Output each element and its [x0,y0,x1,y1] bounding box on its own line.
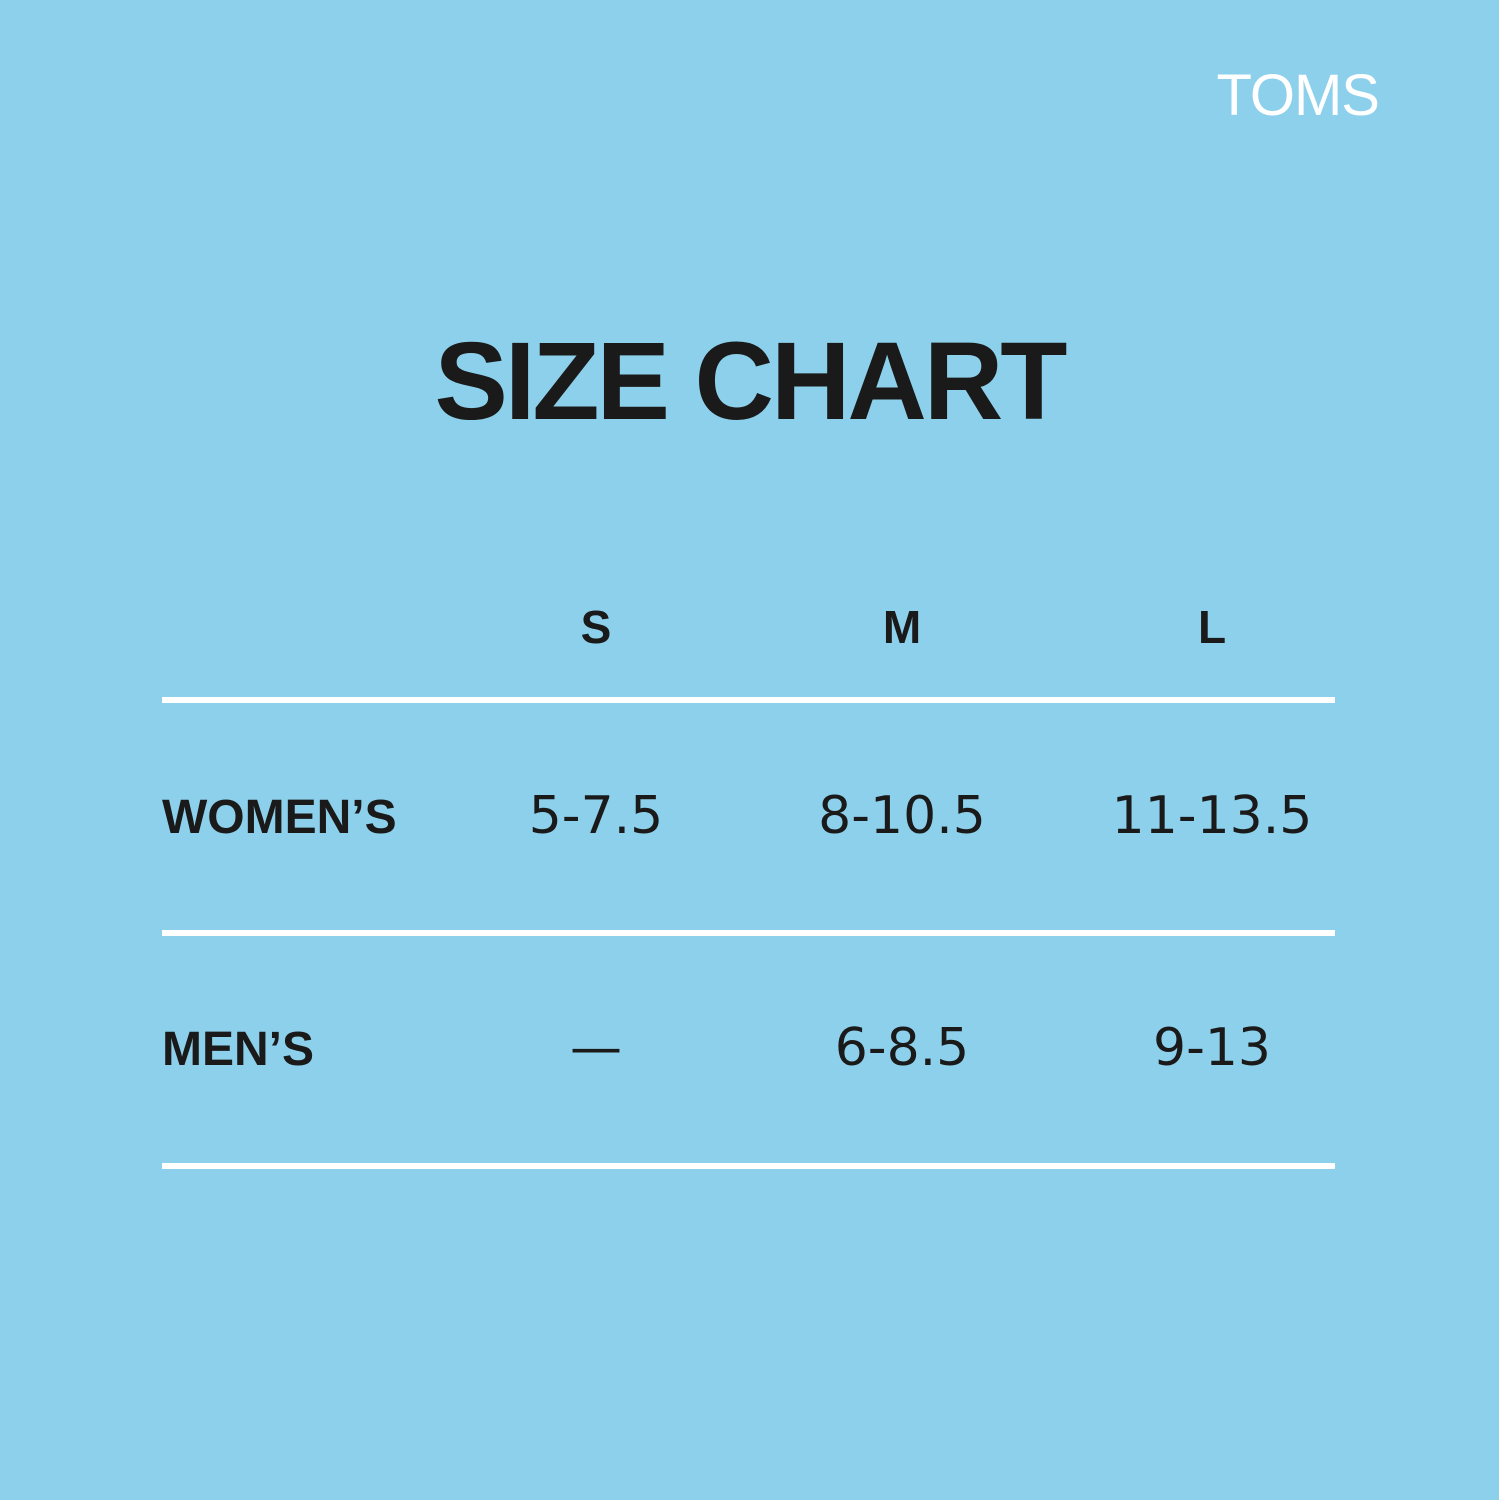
brand: TOMS [1216,63,1380,128]
cell: 9-13 [1152,1018,1271,1078]
column-header: L [1197,601,1227,653]
row-label: MEN’S [162,1023,315,1076]
cell: 8-10.5 [818,786,986,846]
column-header: M [882,601,922,653]
cell: 5-7.5 [528,786,664,846]
cell: — [570,1018,622,1078]
cell: 11-13.5 [1111,786,1313,846]
row-label: WOMEN’S [162,791,397,844]
divider [162,697,1335,703]
divider [162,1163,1335,1169]
title: SIZE CHART [434,320,1068,443]
column-header: S [580,601,612,653]
divider [162,930,1335,936]
cell: 6-8.5 [834,1018,970,1078]
